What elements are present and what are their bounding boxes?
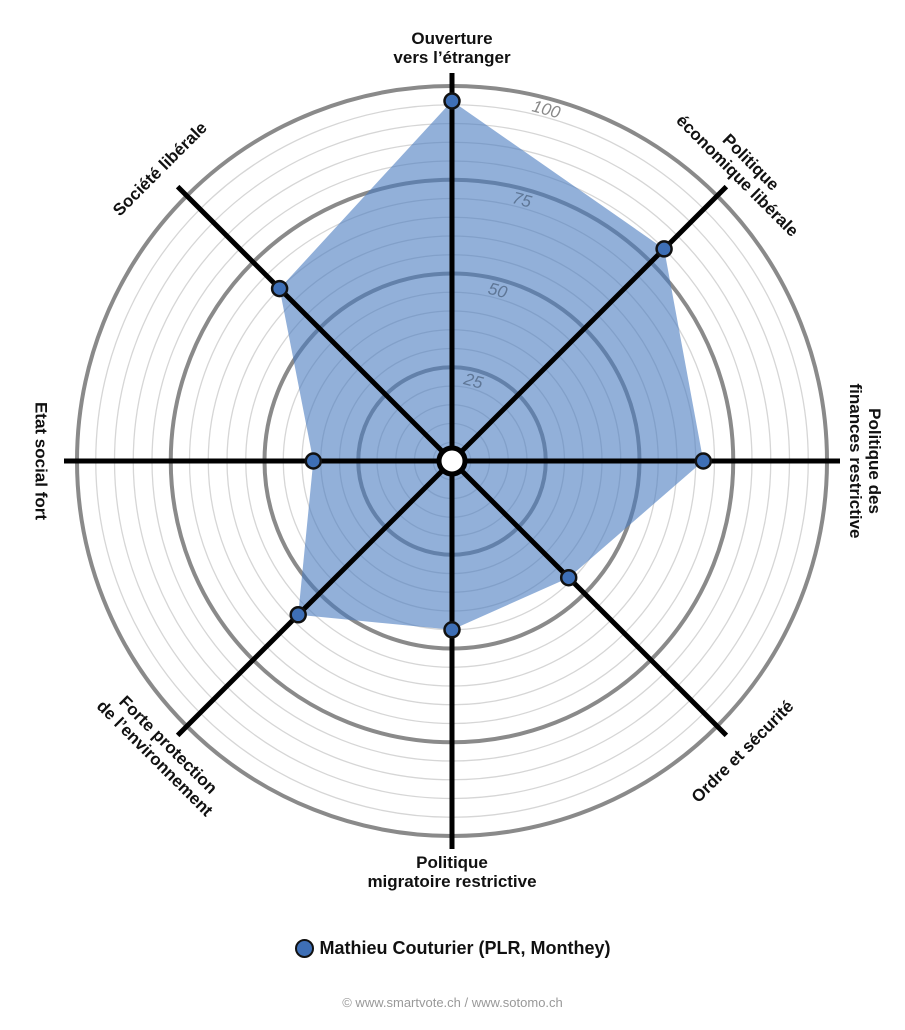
axis-spokes bbox=[64, 73, 840, 849]
data-point bbox=[694, 452, 713, 470]
data-point bbox=[559, 568, 578, 587]
legend-label: Mathieu Couturier (PLR, Monthey) bbox=[319, 938, 611, 958]
axis-spoke bbox=[175, 184, 454, 463]
data-point bbox=[304, 452, 323, 470]
tick-label: 50 bbox=[486, 279, 510, 302]
series-polygon bbox=[279, 101, 704, 630]
tick-label: 25 bbox=[461, 369, 486, 393]
axis-spoke bbox=[175, 459, 454, 738]
axis-label: vers l’étranger bbox=[393, 48, 511, 67]
axis-label: Politique bbox=[416, 853, 488, 872]
data-point bbox=[270, 279, 289, 298]
tick-label: 75 bbox=[510, 188, 534, 211]
axis-label: finances restrictive bbox=[846, 384, 865, 539]
axis-label-group: Etat social fort bbox=[32, 402, 51, 520]
data-point bbox=[655, 240, 673, 258]
data-point bbox=[443, 621, 461, 639]
copyright-footer: © www.smartvote.ch / www.sotomo.ch bbox=[342, 995, 563, 1010]
legend-marker bbox=[294, 939, 314, 958]
axis-spoke bbox=[450, 184, 729, 463]
axis-label: Ouverture bbox=[411, 29, 492, 48]
axis-label: Etat social fort bbox=[32, 402, 51, 520]
series-area bbox=[279, 101, 704, 630]
data-point bbox=[289, 606, 307, 624]
legend: Mathieu Couturier (PLR, Monthey) bbox=[0, 938, 905, 959]
data-markers bbox=[270, 92, 713, 639]
axis-label: Politique des bbox=[865, 408, 884, 514]
center-hub bbox=[436, 445, 468, 477]
axis-spoke bbox=[450, 459, 729, 738]
data-point bbox=[443, 92, 461, 110]
axis-label: migratoire restrictive bbox=[367, 872, 536, 891]
